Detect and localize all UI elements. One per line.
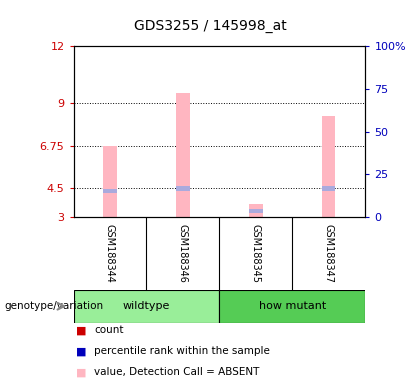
Bar: [103, 189, 117, 194]
Bar: [249, 209, 262, 214]
Text: value, Detection Call = ABSENT: value, Detection Call = ABSENT: [94, 367, 260, 377]
Bar: [249, 204, 262, 217]
Bar: [74, 290, 220, 323]
Text: GSM188344: GSM188344: [105, 224, 115, 283]
Text: ■: ■: [76, 367, 86, 377]
Bar: [176, 93, 189, 217]
Bar: [176, 186, 189, 190]
Text: ■: ■: [76, 325, 86, 335]
Text: wildtype: wildtype: [123, 301, 170, 311]
Bar: [220, 290, 365, 323]
Bar: [322, 116, 336, 217]
Bar: [103, 146, 117, 217]
Text: GSM188347: GSM188347: [324, 224, 334, 283]
Text: how mutant: how mutant: [259, 301, 326, 311]
Text: GSM188345: GSM188345: [251, 224, 261, 283]
Bar: [322, 186, 336, 190]
Text: genotype/variation: genotype/variation: [4, 301, 103, 311]
Text: percentile rank within the sample: percentile rank within the sample: [94, 346, 270, 356]
Text: GSM188346: GSM188346: [178, 224, 188, 283]
Text: count: count: [94, 325, 124, 335]
Text: GDS3255 / 145998_at: GDS3255 / 145998_at: [134, 19, 286, 33]
Text: ■: ■: [76, 346, 86, 356]
